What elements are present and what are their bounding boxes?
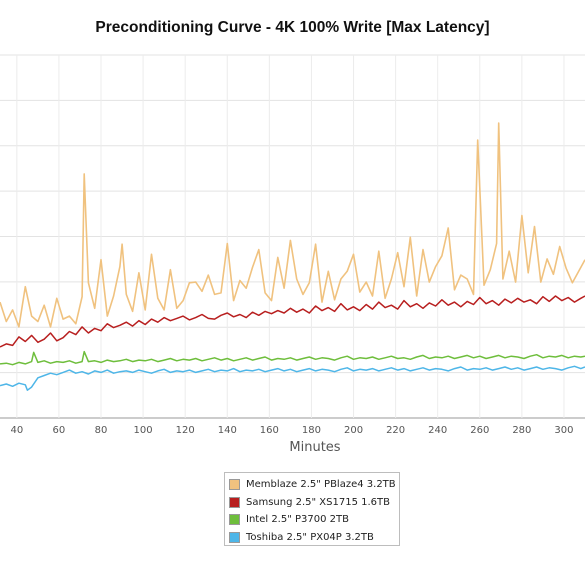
chart-plot-area: 40 60 80 100 120 140 160 180 200 220 240 260 280 300	[0, 54, 585, 436]
legend-label: Intel 2.5" P3700 2TB	[246, 514, 349, 526]
legend-item-4[interactable]: Toshiba 2.5" PX04P 3.2TB	[229, 529, 399, 547]
legend-swatch	[229, 514, 240, 526]
legend-item-3[interactable]: Intel 2.5" P3700 2TB	[229, 511, 399, 529]
x-axis-label: Minutes	[289, 440, 341, 455]
legend-item-1[interactable]: Memblaze 2.5" PBlaze4 3.2TB	[229, 476, 399, 494]
x-tick-label: 260	[470, 425, 489, 436]
x-tick-label: 280	[512, 425, 531, 436]
x-tick-label: 180	[302, 425, 321, 436]
x-tick-label: 40	[10, 425, 23, 436]
grid-lines	[0, 54, 585, 419]
legend-label: Samsung 2.5" XS1715 1.6TB	[246, 496, 391, 508]
series-lines	[0, 122, 585, 391]
chart-title: Preconditioning Curve - 4K 100% Write [M…	[95, 19, 490, 36]
series-line-4	[0, 365, 585, 391]
legend-item-2[interactable]: Samsung 2.5" XS1715 1.6TB	[229, 494, 399, 512]
legend: Memblaze 2.5" PBlaze4 3.2TB Samsung 2.5" …	[224, 472, 400, 546]
x-tick-label: 220	[386, 425, 405, 436]
x-tick-label: 120	[176, 425, 195, 436]
x-tick-labels: 40 60 80 100 120 140 160 180 200 220 240 260 280 300	[10, 425, 573, 436]
legend-swatch	[229, 496, 240, 508]
series-line-2	[0, 295, 585, 348]
x-tick-label: 140	[218, 425, 237, 436]
x-tick-label: 60	[53, 425, 66, 436]
legend-swatch	[229, 479, 240, 491]
x-tick-label: 80	[95, 425, 108, 436]
x-tick-label: 160	[260, 425, 279, 436]
legend-swatch	[229, 531, 240, 543]
x-tick-label: 200	[344, 425, 363, 436]
legend-label: Toshiba 2.5" PX04P 3.2TB	[246, 531, 374, 543]
series-line-3	[0, 350, 585, 366]
x-tick-label: 300	[554, 425, 573, 436]
x-tick-label: 240	[428, 425, 447, 436]
series-line-1	[0, 122, 585, 328]
x-tick-label: 100	[134, 425, 153, 436]
legend-label: Memblaze 2.5" PBlaze4 3.2TB	[246, 479, 396, 491]
